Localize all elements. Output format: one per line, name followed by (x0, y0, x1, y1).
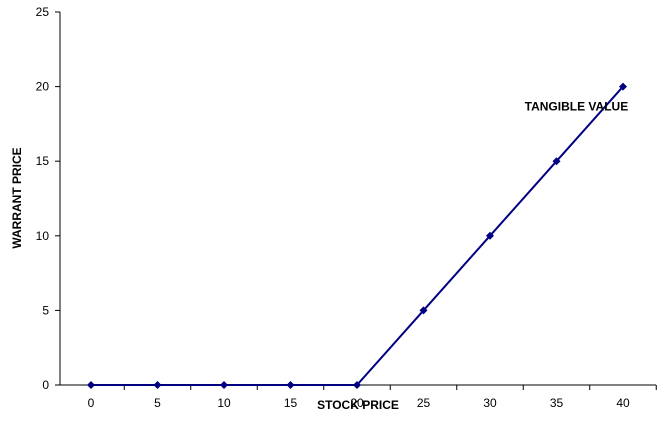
x-tick-label: 5 (154, 396, 161, 410)
data-point (419, 306, 428, 315)
data-point (619, 82, 627, 91)
y-tick-label: 15 (36, 154, 50, 168)
data-point (486, 231, 494, 240)
data-point (353, 381, 361, 389)
y-tick-label: 0 (42, 378, 49, 392)
x-tick-label: 25 (417, 396, 431, 410)
x-tick-label: 30 (483, 396, 497, 410)
data-point (153, 381, 162, 389)
data-point (87, 381, 95, 389)
x-axis-title: STOCK PRICE (317, 398, 399, 412)
y-axis-title: WARRANT PRICE (10, 147, 24, 248)
annotation-label: TANGIBLE VALUE (525, 100, 629, 114)
x-tick-label: 0 (88, 396, 95, 410)
x-tick-label: 20 (350, 396, 364, 410)
data-point (220, 381, 228, 389)
data-point (552, 157, 561, 166)
series-line (91, 85, 624, 386)
plot-area: 0 5 10 15 20 25 0 5 10 15 20 25 30 35 40 TANGIBLE VALUE (36, 5, 657, 410)
y-tick-label: 25 (36, 5, 50, 19)
x-tick-label: 10 (217, 396, 231, 410)
x-tick-label: 40 (616, 396, 630, 410)
y-tick-label: 5 (42, 303, 49, 317)
data-point (286, 381, 295, 389)
x-tick-label: 35 (550, 396, 564, 410)
y-tick-label: 10 (36, 229, 50, 243)
x-tick-label: 15 (284, 396, 298, 410)
y-tick-label: 20 (36, 80, 50, 94)
